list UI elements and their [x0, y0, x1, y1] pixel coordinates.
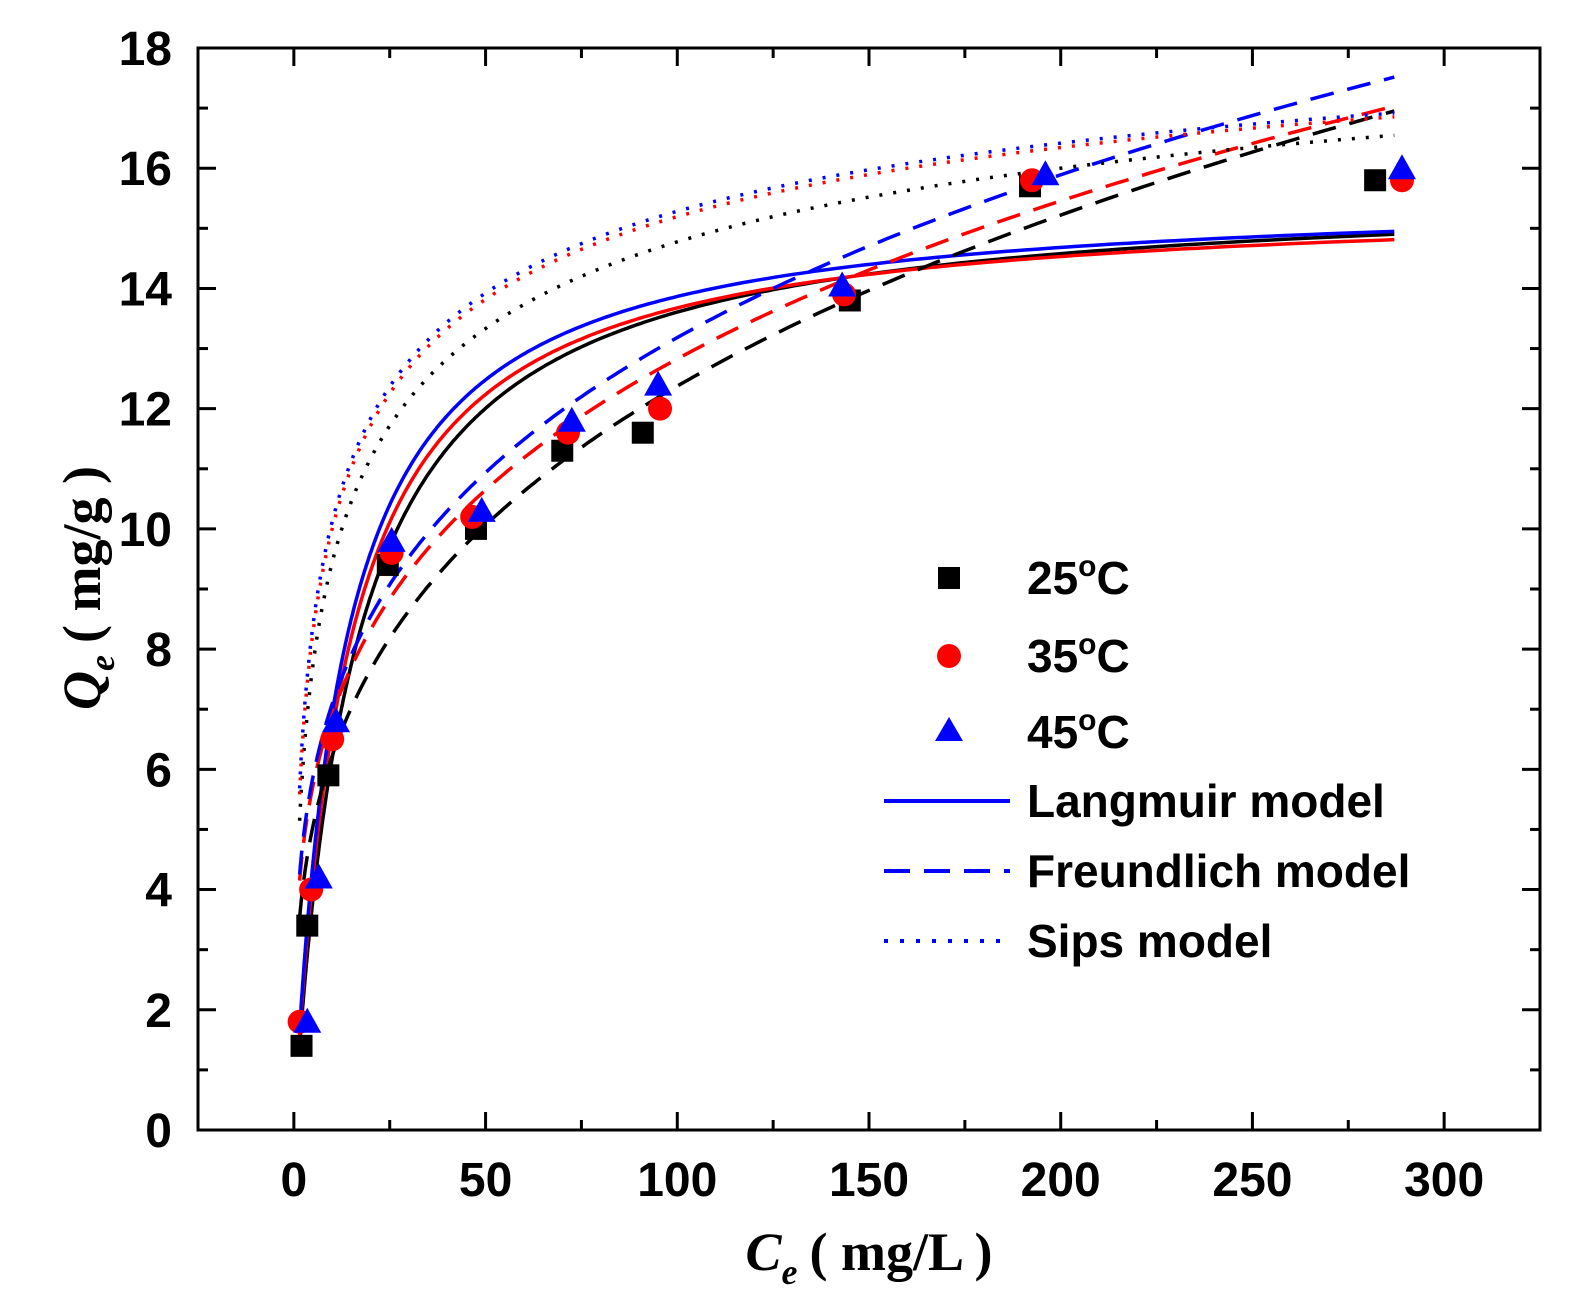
- freundlich-model-curve-t25: [297, 109, 1395, 918]
- t45-data-point: [377, 526, 406, 552]
- data-points: [287, 154, 1416, 1057]
- legend-item-langmuir: Langmuir model: [884, 775, 1385, 827]
- t25-data-point: [1364, 169, 1387, 192]
- axis-ticks: [196, 46, 1542, 1132]
- legend-label-sips: Sips model: [1027, 915, 1272, 967]
- x-axis-unit: ( mg/L ): [810, 1222, 993, 1282]
- t45-data-point: [1031, 160, 1060, 186]
- freundlich-model-curve-t45: [297, 75, 1395, 875]
- t25-data-point: [317, 764, 340, 787]
- legend-label-langmuir: Langmuir model: [1027, 775, 1385, 827]
- y-axis-unit: ( mg/g ): [52, 466, 112, 643]
- y-axis-title: Qe ( mg/g ): [52, 466, 122, 710]
- y-tick-label: 10: [119, 504, 172, 557]
- y-tick-label: 6: [145, 744, 172, 797]
- legend-circle-marker: [937, 644, 961, 668]
- t45-data-point: [304, 863, 333, 889]
- t35-data-point: [648, 396, 673, 421]
- legend-triangle-marker: [935, 717, 963, 741]
- t45-data-point: [293, 1007, 322, 1033]
- legend: 25oC 35oC 45oC Langmuir model Freundlich…: [884, 550, 1410, 967]
- legend-item-45c: 45oC: [935, 704, 1130, 758]
- legend-item-freundlich: Freundlich model: [884, 845, 1410, 897]
- y-tick-label: 0: [145, 1105, 172, 1158]
- t45-data-point: [644, 370, 673, 396]
- x-axis-title: Ce ( mg/L ): [745, 1222, 992, 1292]
- x-tick-label: 200: [1021, 1154, 1101, 1207]
- x-tick-label: 150: [829, 1154, 909, 1207]
- legend-item-25c: 25oC: [938, 550, 1130, 604]
- legend-label-35c: 35oC: [1027, 628, 1130, 682]
- y-axis-symbol: Q: [52, 671, 112, 710]
- legend-label-25c: 25oC: [1027, 550, 1130, 604]
- sips-model-curve-t45: [297, 111, 1395, 789]
- y-tick-label: 18: [119, 23, 172, 76]
- x-tick-label: 100: [637, 1154, 717, 1207]
- t25-data-point: [296, 914, 319, 937]
- t25-data-point: [290, 1034, 313, 1057]
- freundlich-model-curve-t35: [297, 104, 1395, 881]
- t25-data-point: [631, 421, 654, 444]
- t45-data-point: [322, 707, 351, 733]
- axis-tick-labels: 0 50 100 150 200 250 300 0 2 4 6 8 10 12 14 16 18: [119, 23, 1485, 1207]
- y-tick-label: 8: [145, 624, 172, 677]
- t25-data-point: [551, 439, 574, 462]
- y-tick-label: 12: [119, 384, 172, 437]
- legend-label-45c: 45oC: [1027, 704, 1130, 758]
- sips-model-curve-t35: [297, 115, 1395, 795]
- y-tick-label: 16: [119, 143, 172, 196]
- t45-data-point: [557, 406, 586, 432]
- x-tick-label: 0: [281, 1154, 308, 1207]
- legend-item-sips: Sips model: [884, 915, 1272, 967]
- x-axis-subscript: e: [782, 1252, 798, 1292]
- legend-label-freundlich: Freundlich model: [1027, 845, 1410, 897]
- x-tick-label: 50: [459, 1154, 512, 1207]
- x-tick-label: 300: [1404, 1154, 1484, 1207]
- y-tick-label: 14: [119, 263, 173, 316]
- legend-square-marker: [938, 567, 960, 589]
- y-tick-label: 4: [145, 865, 172, 918]
- x-tick-label: 250: [1212, 1154, 1292, 1207]
- y-tick-label: 2: [145, 985, 172, 1038]
- model-curves: [297, 75, 1395, 1047]
- t45-data-point: [467, 496, 496, 522]
- x-axis-symbol: C: [745, 1222, 782, 1282]
- legend-item-35c: 35oC: [937, 628, 1130, 682]
- t45-data-point: [1387, 154, 1416, 180]
- t45-data-point: [828, 271, 857, 297]
- plot-frame: [196, 46, 1542, 1132]
- langmuir-model-curve-t45: [297, 229, 1395, 1030]
- y-axis-subscript: e: [82, 655, 122, 671]
- t35-data-point: [320, 727, 345, 752]
